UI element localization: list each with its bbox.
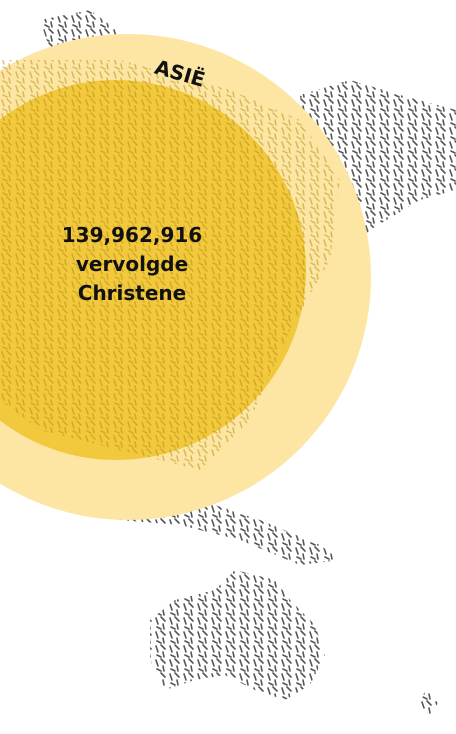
land-under-circle: [0, 60, 340, 470]
nz: [420, 690, 440, 715]
caption-line: vervolgde: [76, 252, 188, 276]
count: 139,962,916: [62, 223, 202, 247]
caption-line: Christene: [78, 281, 186, 305]
australia: [150, 570, 325, 700]
